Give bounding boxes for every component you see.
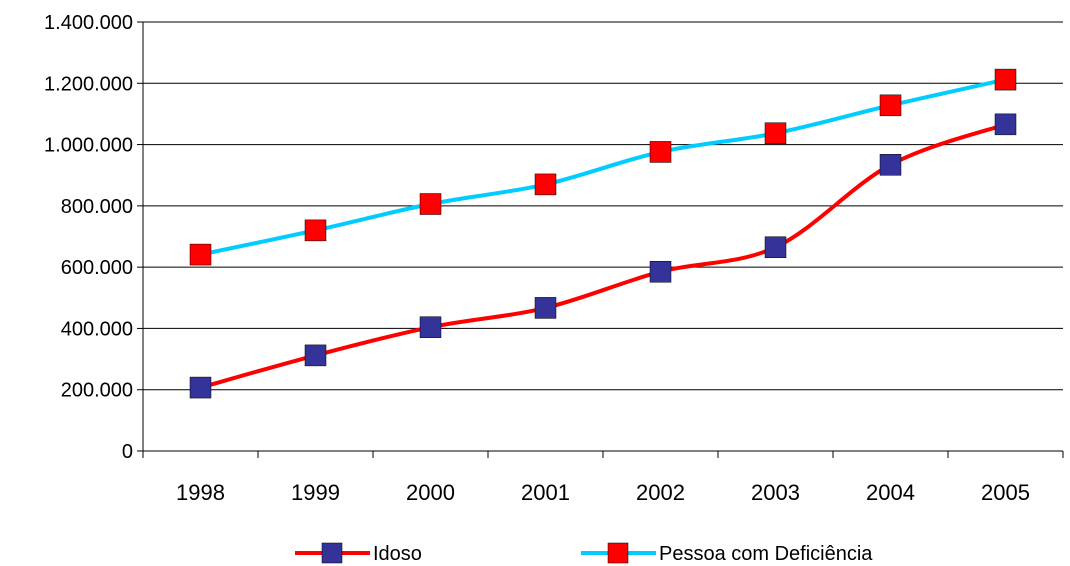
data-point-marker [649, 141, 672, 163]
data-point-marker [304, 219, 327, 242]
data-point-marker [189, 376, 212, 399]
data-point-marker [419, 193, 442, 215]
data-point-marker [764, 236, 787, 258]
series-idoso [189, 113, 1017, 399]
x-tick-label: 2002 [636, 480, 685, 505]
legend-marker-swatch [321, 542, 343, 564]
y-tick-label: 1.400.000 [44, 12, 133, 34]
data-point-marker [419, 316, 442, 338]
legend: Idoso Pessoa com Deficiência [295, 542, 873, 565]
data-point-marker [649, 260, 672, 283]
series-line [200, 77, 1006, 257]
data-point-marker [304, 344, 327, 367]
legend-marker-swatch [607, 542, 629, 564]
y-tick-label: 400.000 [61, 318, 133, 340]
data-point-marker [994, 113, 1017, 136]
series-pessoa-com-deficiencia [189, 68, 1017, 266]
x-tick-label: 2004 [866, 480, 915, 505]
x-tick-label: 2001 [521, 480, 570, 505]
data-point-marker [764, 122, 787, 144]
y-tick-label: 600.000 [61, 257, 133, 279]
y-tick-label: 200.000 [61, 380, 133, 402]
x-tick-label: 1998 [176, 480, 225, 505]
legend-item: Idoso [295, 542, 422, 565]
data-point-marker [189, 243, 212, 266]
data-point-marker [879, 94, 902, 117]
y-tick-label: 800.000 [61, 196, 133, 218]
legend-item: Pessoa com Deficiência [581, 542, 873, 565]
data-point-marker [534, 297, 557, 319]
series-group [189, 68, 1017, 399]
y-tick-label: 0 [122, 441, 133, 463]
y-tick-label: 1.000.000 [44, 135, 133, 157]
data-point-marker [994, 68, 1017, 91]
data-point-marker [879, 154, 902, 176]
legend-label: Pessoa com Deficiência [659, 543, 873, 565]
data-point-marker [534, 173, 557, 196]
x-tick-label: 2000 [406, 480, 455, 505]
legend-label: Idoso [373, 543, 422, 565]
x-tick-label: 2005 [981, 480, 1030, 505]
x-tick-label: 2003 [751, 480, 800, 505]
y-tick-label: 1.200.000 [44, 73, 133, 95]
axes: 0 200.000 400.000 600.000 800.000 1.000.000 1.… [44, 12, 1064, 505]
gridlines [143, 21, 1063, 391]
x-tick-label: 1999 [291, 480, 340, 505]
